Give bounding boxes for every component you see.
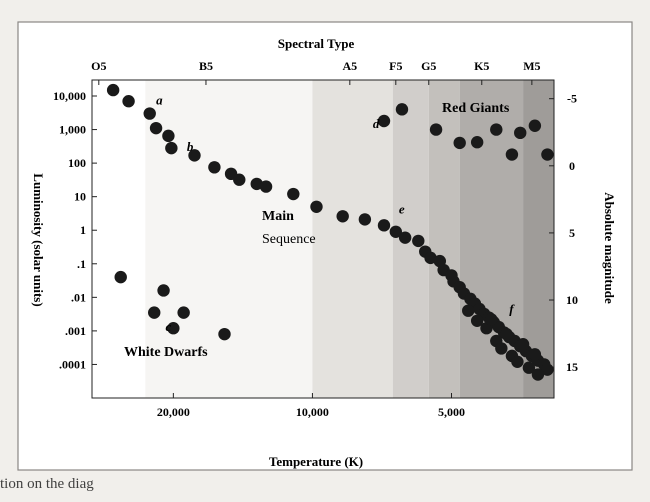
star-point-44	[462, 304, 475, 317]
spectral-tick-label-5: K5	[474, 59, 489, 73]
spectral-tick-label-3: F5	[389, 59, 402, 73]
star-point-6	[188, 149, 201, 162]
y-left-tick-label-8: .0001	[59, 357, 86, 371]
star-point-64	[514, 126, 527, 140]
y-right-tick-label-2: 5	[569, 226, 575, 240]
spectral-tick-label-1: B5	[199, 59, 213, 73]
star-point-13	[310, 200, 323, 213]
star-point-10	[250, 177, 263, 191]
y-left-tick-label-1: 1,000	[59, 123, 86, 137]
y-right-tick-label-1: 0	[569, 159, 575, 173]
star-point-14	[336, 210, 349, 223]
star-point-56	[528, 348, 542, 361]
star-point-0	[106, 83, 120, 97]
spectral-tick-label-2: A5	[342, 59, 357, 73]
star-point-52	[531, 368, 545, 381]
star-point-12	[287, 187, 300, 201]
region-labels: Main Sequence Red Giants White Dwarfs a b…	[124, 93, 515, 360]
star-point-4	[162, 129, 175, 143]
star-point-3	[149, 121, 163, 135]
star-point-2	[143, 107, 156, 120]
main-sequence-label-1: Main	[262, 209, 294, 224]
point-label-e: e	[399, 201, 405, 216]
x-tick-label-1: 10,000	[296, 405, 329, 419]
point-label-a: a	[156, 93, 163, 108]
red-giants-label: Red Giants	[442, 101, 510, 116]
star-point-7	[208, 161, 221, 174]
star-point-70	[177, 306, 190, 319]
x-axis-label: Temperature (K)	[269, 454, 363, 469]
main-sequence-label-2: Sequence	[262, 232, 316, 247]
star-point-51	[522, 361, 536, 374]
star-point-66	[541, 148, 554, 161]
spectral-tick-label-6: M5	[523, 59, 540, 73]
star-point-65	[528, 119, 542, 132]
band-1	[312, 80, 393, 398]
y-right-tick-label-3: 10	[566, 293, 578, 307]
star-point-11	[259, 180, 273, 193]
star-point-1	[122, 95, 135, 108]
star-point-67	[114, 270, 127, 284]
star-point-53	[485, 313, 498, 326]
chart-title: Spectral Type	[278, 36, 355, 51]
star-point-43	[541, 363, 554, 376]
star-point-55	[516, 338, 530, 351]
y-axis-left-label: Luminosity (solar units)	[31, 173, 46, 306]
y-axis-right-label: Absolute magnitude	[602, 192, 617, 304]
star-point-19	[412, 234, 425, 248]
star-point-48	[495, 342, 508, 355]
y-left-tick-label-4: 1	[80, 223, 86, 237]
y-left-tick-label-7: .001	[65, 324, 86, 338]
star-point-62	[490, 123, 503, 136]
y-right-tick-label-0: -5	[567, 92, 577, 106]
point-label-d: d	[373, 116, 380, 131]
star-point-60	[453, 136, 466, 150]
point-label-b: b	[187, 139, 194, 154]
point-label-f: f	[509, 301, 515, 316]
star-point-17	[389, 225, 403, 238]
star-point-68	[157, 284, 170, 297]
star-point-59	[429, 123, 443, 136]
y-left-tick-label-3: 10	[74, 190, 86, 204]
plot-border	[91, 79, 555, 399]
y-left-tick-label-2: 100	[68, 156, 86, 170]
x-tick-label-0: 20,000	[157, 405, 190, 419]
star-point-71	[167, 322, 180, 335]
star-point-16	[377, 219, 391, 232]
star-point-63	[505, 148, 519, 161]
star-point-69	[148, 306, 161, 319]
axis-ticks: 20,000 10,000 5,000 O5 B5 A5 F5 G5 K5 M5 10,000 1,0…	[53, 59, 578, 419]
star-point-5	[165, 141, 178, 155]
star-point-15	[358, 213, 372, 226]
spectral-tick-label-4: G5	[421, 59, 436, 73]
star-point-61	[470, 136, 484, 149]
y-left-tick-label-6: .01	[71, 290, 86, 304]
spectral-tick-label-0: O5	[91, 59, 106, 73]
white-dwarfs-label: White Dwarfs	[124, 345, 208, 360]
y-left-tick-label-5: .1	[77, 257, 86, 271]
y-left-tick-label-0: 10,000	[53, 89, 86, 103]
caption-fragment: tion on the diag	[0, 476, 94, 492]
y-right-tick-label-4: 15	[566, 360, 578, 374]
x-tick-label-2: 5,000	[438, 405, 465, 419]
star-points	[106, 83, 554, 381]
star-point-50	[511, 355, 524, 368]
star-point-18	[398, 231, 412, 244]
star-point-57	[377, 114, 391, 128]
point-label-c: c	[165, 319, 171, 334]
star-point-54	[500, 327, 513, 341]
star-point-45	[470, 314, 484, 327]
star-point-72	[218, 327, 231, 341]
star-point-58	[395, 103, 409, 116]
star-point-9	[233, 173, 246, 186]
